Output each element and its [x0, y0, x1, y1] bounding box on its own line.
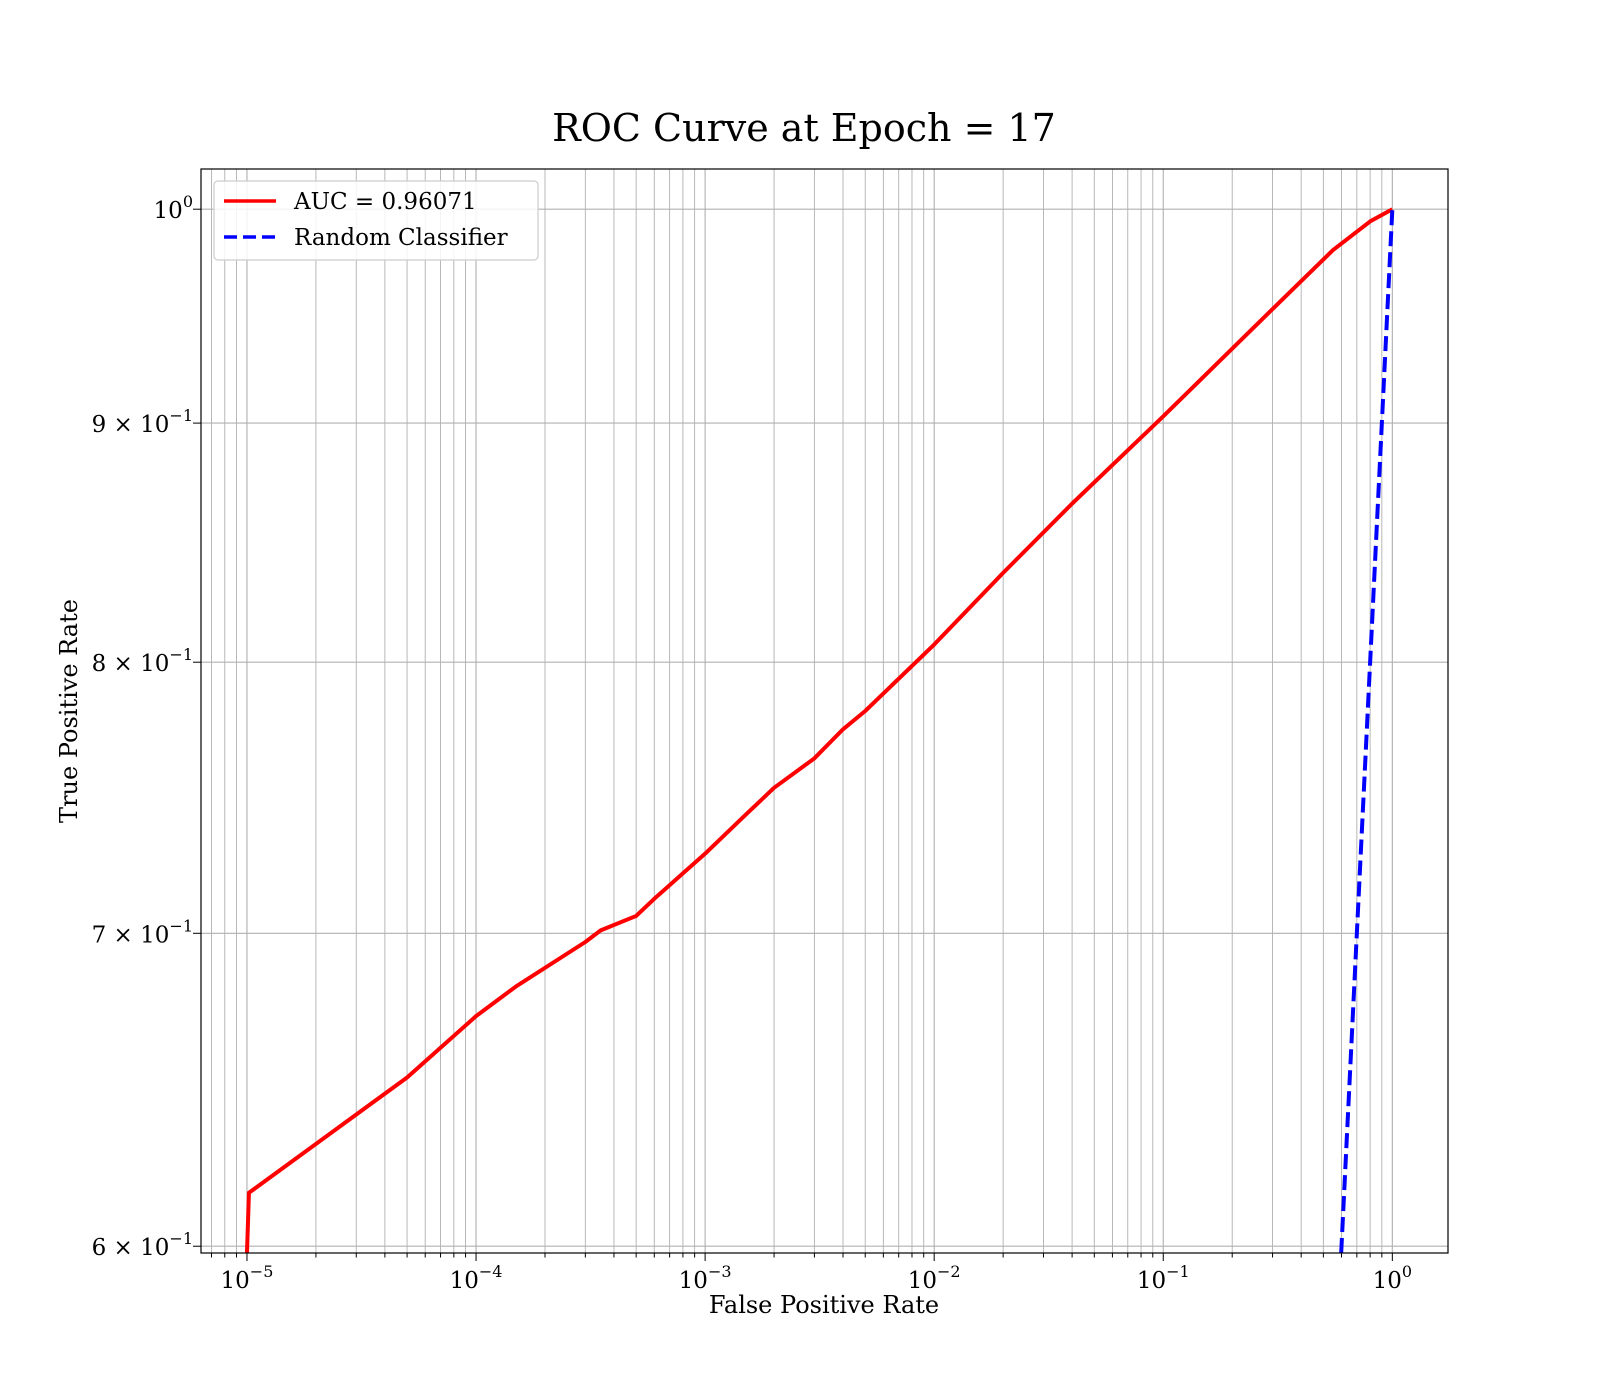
x-tick-label: 100: [1373, 1262, 1412, 1294]
chart-title: ROC Curve at Epoch = 17: [552, 106, 1056, 150]
tick-layer: 10−5 10−4 10−3 10−2 10−1 100 100 9 × 10−1 8 × 10…: [92, 192, 1412, 1294]
y-axis-label: True Positive Rate: [55, 599, 83, 823]
y-tick-label: 9 × 10−1: [92, 406, 193, 438]
y-tick-label: 8 × 10−1: [92, 645, 193, 677]
grid-layer: [201, 169, 1448, 1253]
legend-label-roc: AUC = 0.96071: [293, 189, 477, 215]
y-tick-label: 6 × 10−1: [92, 1229, 193, 1261]
legend: AUC = 0.96071 Random Classifier: [213, 180, 539, 261]
x-tick-label: 10−1: [1137, 1262, 1190, 1294]
y-tick-label: 7 × 10−1: [92, 916, 193, 948]
y-tick-label: 100: [154, 192, 193, 224]
x-tick-label: 10−4: [450, 1262, 503, 1294]
data-layer: [244, 207, 1395, 1253]
random-classifier-line: [1339, 209, 1395, 1253]
legend-label-random: Random Classifier: [294, 225, 508, 251]
legend-box: [213, 180, 539, 261]
x-tick-label: 10−5: [221, 1262, 274, 1294]
x-tick-label: 10−3: [679, 1262, 732, 1294]
plot-frame: [200, 168, 1449, 1254]
roc-curve-line: [244, 207, 1394, 1253]
x-tick-label: 10−2: [908, 1262, 961, 1294]
x-axis-label: False Positive Rate: [709, 1291, 939, 1319]
